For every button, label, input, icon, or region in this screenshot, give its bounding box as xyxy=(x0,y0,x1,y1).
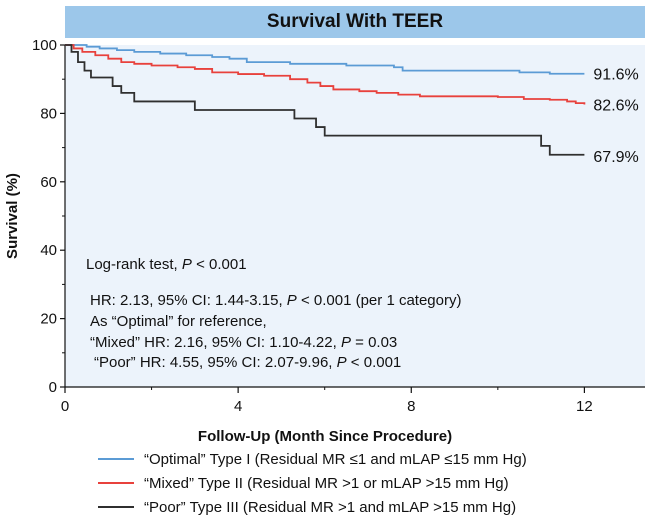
legend-item-mixed: “Mixed” Type II (Residual MR >1 or mLAP … xyxy=(98,471,527,495)
legend: “Optimal” Type I (Residual MR ≤1 and mLA… xyxy=(98,447,527,519)
logrank-line: Log-rank test, P < 0.001 xyxy=(86,256,247,273)
chart-title: Survival With TEER xyxy=(266,11,444,32)
y-tick-label: 80 xyxy=(40,105,57,122)
y-tick-label: 100 xyxy=(32,37,57,54)
end-label-2: 67.9% xyxy=(593,149,638,166)
chart-title-bar: Survival With TEER xyxy=(65,6,645,38)
legend-item-optimal: “Optimal” Type I (Residual MR ≤1 and mLA… xyxy=(98,447,527,471)
y-tick-label: 40 xyxy=(40,242,57,259)
legend-swatch-optimal xyxy=(98,458,134,460)
legend-swatch-mixed xyxy=(98,482,134,484)
legend-label-poor: “Poor” Type III (Residual MR >1 and mLAP… xyxy=(144,498,517,516)
legend-item-poor: “Poor” Type III (Residual MR >1 and mLAP… xyxy=(98,495,527,519)
poor-hr-line: “Poor” HR: 4.55, 95% CI: 2.07-9.96, P < … xyxy=(94,354,401,371)
series-line-1 xyxy=(65,44,586,105)
y-tick-label: 20 xyxy=(40,311,57,328)
x-axis-title: Follow-Up (Month Since Procedure) xyxy=(198,428,452,445)
legend-swatch-poor xyxy=(98,506,134,508)
axes: 0 20 40 60 80 100 0 4 8 12 xyxy=(32,37,645,415)
series-line-0 xyxy=(65,44,585,75)
hr-line: HR: 2.13, 95% CI: 1.44-3.15, P < 0.001 (… xyxy=(90,292,461,309)
end-label-1: 82.6% xyxy=(593,98,638,115)
mixed-hr-line: “Mixed” HR: 2.16, 95% CI: 1.10-4.22, P =… xyxy=(90,334,397,351)
y-tick-label: 0 xyxy=(49,379,57,396)
series-line-2 xyxy=(65,44,585,156)
legend-label-mixed: “Mixed” Type II (Residual MR >1 or mLAP … xyxy=(144,474,509,492)
y-axis-title: Survival (%) xyxy=(4,173,21,259)
x-tick-label: 4 xyxy=(234,398,242,415)
legend-label-optimal: “Optimal” Type I (Residual MR ≤1 and mLA… xyxy=(144,450,527,468)
x-tick-label: 12 xyxy=(576,398,593,415)
y-tick-label: 60 xyxy=(40,174,57,191)
end-labels: 91.6% 82.6% 67.9% xyxy=(593,67,638,166)
statistics-annotation: Log-rank test, P < 0.001 HR: 2.13, 95% C… xyxy=(86,256,461,371)
x-tick-label: 8 xyxy=(407,398,415,415)
reference-line: As “Optimal” for reference, xyxy=(90,313,267,330)
x-tick-label: 0 xyxy=(61,398,69,415)
end-label-0: 91.6% xyxy=(593,67,638,84)
series-layer xyxy=(65,44,586,156)
